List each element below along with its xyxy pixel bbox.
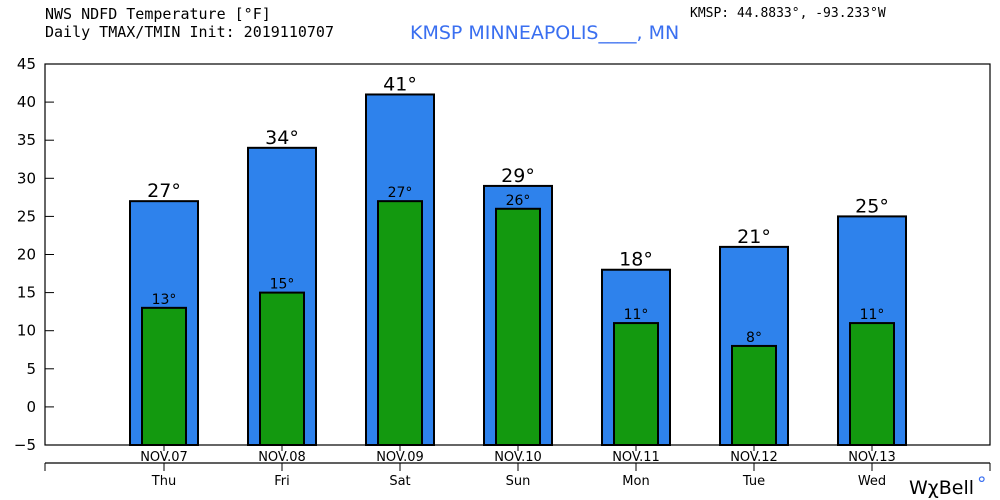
- tmax-value-label: 29°: [501, 165, 535, 187]
- y-tick-label: 35: [17, 131, 36, 149]
- y-tick-label: 25: [17, 207, 36, 225]
- tmax-value-label: 27°: [147, 180, 181, 202]
- y-tick-label: 40: [17, 93, 36, 111]
- y-tick-label: 45: [17, 55, 36, 73]
- tmax-value-label: 41°: [383, 73, 417, 95]
- x-weekday-label: Thu: [151, 474, 176, 489]
- x-weekday-label: Sat: [389, 474, 410, 489]
- x-weekday-label: Mon: [622, 474, 649, 489]
- station-coordinates: KMSP: 44.8833°, -93.233°W: [690, 6, 886, 21]
- x-date-label: NOV.11: [612, 450, 660, 465]
- tmin-bar: [613, 322, 659, 446]
- tmin-value-label: 11°: [860, 307, 885, 323]
- tmax-value-label: 18°: [619, 249, 653, 271]
- y-tick-label: −5: [14, 436, 36, 454]
- x-weekday-label: Sun: [506, 474, 531, 489]
- header-title: NWS NDFD Temperature [°F]: [45, 5, 271, 23]
- tmin-bar: [377, 200, 423, 446]
- x-date-label: NOV.07: [140, 450, 188, 465]
- x-axis: NOV.07 Thu NOV.08 Fri NOV.09 Sat NOV.10 Sun NOV.…: [44, 445, 991, 489]
- tmin-value-label: 15°: [270, 277, 295, 293]
- x-weekday-label: Fri: [274, 474, 290, 489]
- header-subtitle: Daily TMAX/TMIN Init: 2019110707: [45, 23, 334, 41]
- x-date-label: NOV.12: [730, 450, 778, 465]
- tmin-bar: [849, 322, 895, 446]
- wxbell-logo: WχBell: [909, 477, 974, 499]
- y-tick-label: 10: [17, 322, 36, 340]
- tmin-bar: [495, 207, 541, 446]
- tmin-bar: [141, 306, 187, 446]
- tmin-value-label: 13°: [152, 292, 177, 308]
- tmax-value-label: 34°: [265, 127, 299, 149]
- y-tick-label: 15: [17, 284, 36, 302]
- y-tick-label: 5: [26, 360, 36, 378]
- y-tick-label: 0: [26, 398, 36, 416]
- x-date-label: NOV.08: [258, 450, 306, 465]
- tmin-bar: [731, 344, 777, 446]
- tmax-value-label: 25°: [855, 195, 889, 217]
- wxbell-logo-mark: °: [977, 473, 987, 495]
- tmin-value-label: 26°: [506, 193, 531, 209]
- y-tick-label: 20: [17, 246, 36, 264]
- x-date-label: NOV.10: [494, 450, 542, 465]
- x-date-label: NOV.13: [848, 450, 896, 465]
- tmin-value-label: 27°: [388, 185, 413, 201]
- y-tick-label: 30: [17, 169, 36, 187]
- tmin-value-label: 8°: [746, 330, 762, 346]
- tmin-bar: [259, 291, 305, 446]
- tmin-value-label: 11°: [624, 307, 649, 323]
- x-date-label: NOV.09: [376, 450, 424, 465]
- bar-series: 27° 13° 34° 15° 41° 27° 29° 26° 18° 11° 21° 8° 25° 11…: [129, 73, 907, 446]
- x-weekday-label: Tue: [742, 474, 765, 489]
- y-axis: 45 40 35 30 25 20 15 10 5 0 −5: [14, 55, 54, 454]
- x-weekday-label: Wed: [858, 474, 886, 489]
- tmax-value-label: 21°: [737, 226, 771, 248]
- station-title: KMSP MINNEAPOLIS____, MN: [410, 22, 679, 44]
